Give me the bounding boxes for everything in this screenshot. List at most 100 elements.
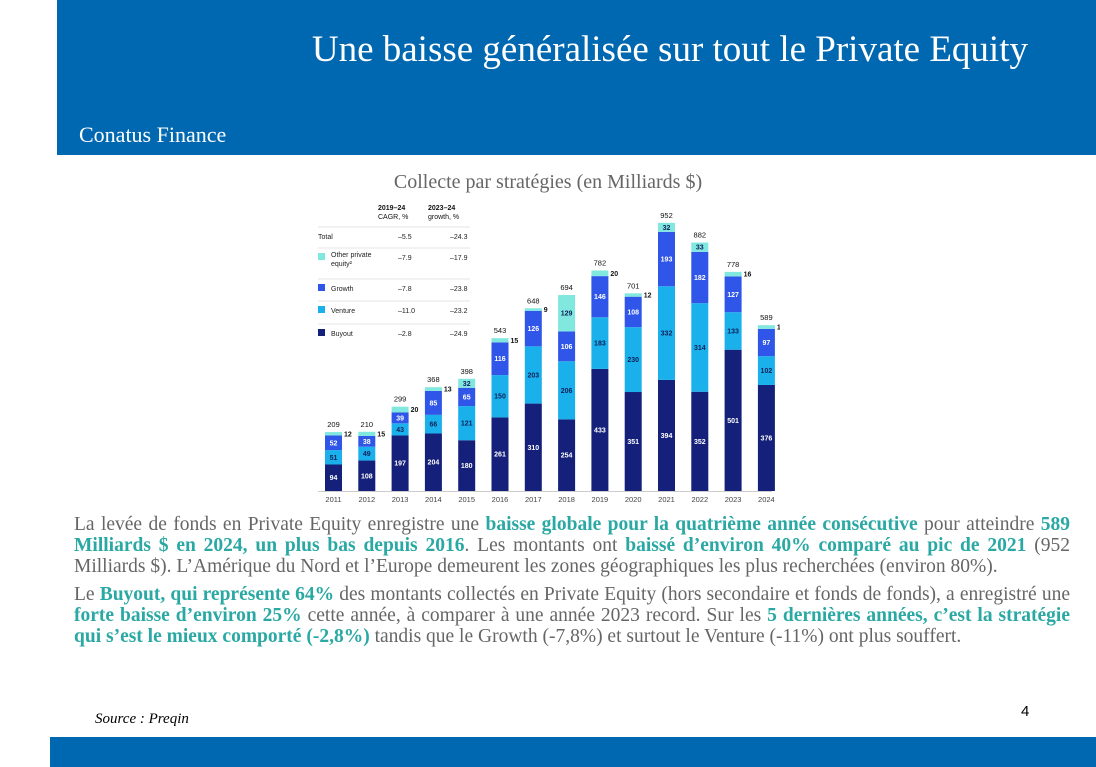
bar-segment-other (757, 325, 775, 329)
segment-label: 49 (363, 451, 371, 458)
bar-segment-other (558, 295, 576, 332)
x-tick-label: 2020 (625, 495, 642, 504)
segment-label: 197 (394, 461, 406, 468)
bar-segment-other (391, 406, 409, 413)
segment-label: 310 (527, 445, 539, 452)
bar-segment-venture (391, 423, 409, 436)
legend-growth-value: –24.9 (450, 331, 468, 338)
total-label: 648 (527, 296, 540, 305)
bar-segment-buyout (325, 464, 342, 491)
highlight-text: baissé d’environ 40% comparé au pic de 2… (625, 535, 1027, 556)
x-tick-label: 2017 (525, 495, 542, 504)
bar-segment-buyout (491, 417, 509, 491)
segment-label: 106 (561, 344, 573, 351)
segment-label: 126 (527, 326, 539, 333)
segment-label: 9 (544, 307, 548, 314)
legend-cagr-value: –7.8 (398, 286, 412, 293)
segment-label: 127 (727, 292, 739, 299)
segment-label: 261 (494, 452, 506, 459)
bar-segment-venture (724, 312, 742, 350)
body-text-run: tandis que le Growth (-7,8%) et surtout … (369, 626, 962, 647)
x-tick-label: 2013 (392, 495, 409, 504)
segment-label: 97 (763, 340, 771, 347)
body-text: La levée de fonds en Private Equity enre… (74, 514, 1070, 654)
bar-segment-buyout (658, 379, 675, 491)
bar-segment-other (524, 308, 542, 311)
source-note: Source : Preqin (95, 711, 189, 727)
bar-segment-other (358, 431, 376, 437)
segment-label: 332 (661, 331, 673, 338)
legend-cagr-value: –5.5 (398, 234, 412, 241)
highlight-text: 5 dernières années, c’est la stratégie q… (74, 605, 1070, 647)
bar-segment-venture (491, 375, 509, 418)
segment-label: 33 (696, 245, 704, 252)
body-text-run: (952 Milliards $). L’Amérique du Nord et… (74, 535, 1070, 577)
x-tick-label: 2012 (358, 495, 375, 504)
segment-label: 94 (330, 475, 338, 482)
highlight-text: 589 Milliards $ en 2024, un plus bas dep… (74, 514, 1070, 556)
bar-segment-growth (391, 412, 409, 424)
segment-label: 183 (594, 341, 606, 348)
legend-swatch (318, 253, 325, 260)
bar-segment-growth (424, 390, 442, 415)
total-label: 694 (560, 283, 573, 292)
segment-label: 16 (744, 272, 752, 279)
segment-label: 204 (428, 460, 440, 467)
bar-segment-venture (757, 356, 775, 385)
bar-segment-buyout (724, 349, 742, 491)
slide-title: Une baisse généralisée sur tout le Priva… (311, 29, 1028, 70)
bar-segment-other (491, 338, 509, 343)
segment-label: 108 (361, 473, 373, 480)
bar-segment-buyout (591, 368, 609, 491)
legend-label: Buyout (331, 331, 353, 338)
bar-segment-growth (624, 296, 642, 328)
segment-label: 66 (430, 422, 438, 429)
segment-label: 133 (727, 328, 739, 335)
segment-label: 116 (494, 356, 505, 363)
bar-segment-other (691, 242, 709, 252)
page-number: 4 (1021, 703, 1030, 720)
segment-label: 102 (761, 368, 773, 375)
bar-segment-other (458, 378, 476, 388)
total-label: 952 (660, 211, 673, 220)
legend-growth-value: –23.8 (450, 286, 468, 293)
total-label: 209 (327, 420, 340, 429)
header-band: Une baisse généralisée sur tout le Priva… (57, 0, 1096, 155)
segment-label: 352 (694, 439, 706, 446)
segment-label: 129 (561, 311, 573, 318)
segment-label: 20 (610, 271, 618, 278)
bar-segment-buyout (524, 403, 542, 491)
x-tick-label: 2019 (592, 495, 609, 504)
highlight-text: baisse globale pour la quatrième année c… (485, 514, 918, 535)
highlight-text: Buyout, qui représente 64% (99, 584, 335, 605)
segment-label: 15 (511, 338, 519, 345)
segment-label: 314 (694, 345, 706, 352)
bar-segment-buyout (757, 384, 775, 491)
bar-segment-venture (691, 303, 709, 392)
bar-segment-growth (558, 331, 576, 362)
bar-segment-growth (591, 276, 609, 318)
bar-segment-buyout (458, 440, 476, 491)
total-label: 701 (627, 281, 640, 290)
legend-cagr-value: –2.8 (398, 331, 412, 338)
paragraph-2: Le Buyout, qui représente 64% des montan… (74, 584, 1070, 647)
x-tick-label: 2018 (558, 495, 575, 504)
body-text-run: . Les montants ont (464, 535, 626, 556)
paragraph-1: La levée de fonds en Private Equity enre… (74, 514, 1070, 577)
bar-segment-buyout (424, 433, 442, 491)
segment-label: 193 (661, 257, 673, 264)
total-label: 589 (760, 313, 773, 322)
segment-label: 203 (527, 372, 539, 379)
bar-segment-growth (458, 387, 476, 407)
segment-label: 65 (463, 394, 471, 401)
x-tick-label: 2021 (658, 495, 675, 504)
bar-segment-venture (591, 317, 609, 369)
bar-segment-other (624, 293, 642, 297)
segment-label: 13 (777, 325, 780, 332)
segment-label: 51 (330, 455, 338, 462)
legend-label: Growth (331, 286, 354, 293)
footer-band (50, 737, 1096, 767)
bar-segment-buyout (624, 392, 642, 491)
legend-header-growth-line2: growth, % (428, 214, 459, 221)
segment-label: 39 (396, 415, 404, 422)
